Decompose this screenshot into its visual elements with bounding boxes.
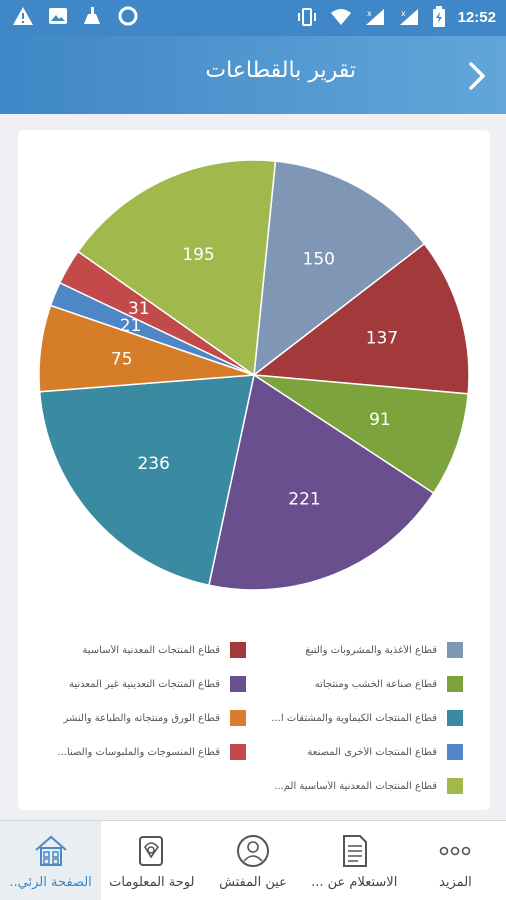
cleaner-icon — [84, 7, 100, 24]
legend-label: قطاع المنتجات المعدنية الأساسية — [82, 644, 220, 656]
nav-label-home: الصفحة الرئي.. — [9, 875, 92, 890]
legend-swatch — [447, 642, 463, 658]
legend-label: قطاع المنتجات التعدينية غير المعدنية — [69, 678, 220, 690]
legend-label: قطاع المنسوجات والملبوسات والصنا... — [57, 746, 220, 758]
legend-swatch — [447, 676, 463, 692]
nav-label-more: المزيد — [439, 875, 472, 890]
nav-label-inquiry: الاستعلام عن ... — [311, 875, 398, 890]
slice-value-label: 21 — [120, 316, 142, 336]
bottom-nav: الصفحة الرئي.. لوحة المعلومات عين المفتش… — [0, 820, 506, 900]
slice-value-label: 75 — [111, 349, 133, 369]
back-chevron-icon[interactable] — [462, 58, 492, 94]
legend-item: قطاع المنتجات التعدينية غير المعدنية — [69, 676, 246, 692]
warning-icon — [13, 7, 33, 25]
nav-item-home[interactable]: الصفحة الرئي.. — [0, 821, 102, 900]
dashboard-icon — [138, 836, 163, 866]
pie-slice[interactable] — [76, 159, 277, 377]
pie-slice[interactable] — [253, 374, 469, 495]
nav-label-inspector: عين المفتش — [219, 875, 287, 890]
signal-x-icon-2: x — [399, 9, 418, 25]
slice-value-label: 91 — [369, 410, 391, 430]
legend-label: قطاع المنتجات الكيماوية والمشتقات ا... — [271, 712, 437, 724]
slice-value-label: 195 — [182, 245, 214, 265]
pie-slice[interactable] — [38, 374, 255, 587]
pie-slice[interactable] — [253, 160, 426, 377]
legend-label: قطاع صناعة الخشب ومنتجاته — [314, 678, 437, 690]
signal-x-icon: x — [365, 9, 384, 25]
home-icon — [34, 835, 67, 866]
legend-swatch — [230, 710, 246, 726]
app-bar: تقرير بالقطاعات — [0, 36, 506, 114]
legend-item: قطاع المنتجات المعدنية الأساسية الم... — [274, 778, 463, 794]
legend-label: قطاع المنتجات الأخرى المصنعة — [307, 746, 437, 758]
image-icon — [49, 8, 67, 24]
inspector-icon — [237, 835, 269, 867]
legend-swatch — [447, 710, 463, 726]
battery-icon — [432, 6, 445, 27]
notification-icons — [12, 6, 138, 26]
chart-card: 150 137 91 221 236 75 21 31 195 قطاع الأغذية وال… — [18, 130, 490, 810]
legend-item: قطاع المنتجات الكيماوية والمشتقات ا... — [271, 710, 463, 726]
legend-swatch — [230, 642, 246, 658]
slice-value-label: 236 — [137, 454, 169, 474]
status-bar: x x 12:52 — [0, 0, 506, 36]
document-icon — [343, 835, 368, 867]
slice-value-label: 150 — [303, 249, 335, 269]
page-title: تقرير بالقطاعات — [205, 58, 356, 83]
vibrate-icon — [297, 8, 316, 26]
legend-item: قطاع المنتجات الأخرى المصنعة — [307, 744, 463, 760]
slice-value-label: 31 — [128, 299, 150, 319]
pie-slice[interactable] — [252, 242, 470, 395]
legend-swatch — [447, 744, 463, 760]
legend-label: قطاع الأغذية والمشروبات والتبغ — [305, 644, 437, 656]
more-dots-icon — [440, 846, 471, 856]
svg-text:x: x — [367, 9, 372, 18]
nav-item-inquiry[interactable]: الاستعلام عن ... — [304, 821, 405, 900]
nav-item-more[interactable]: المزيد — [405, 821, 506, 900]
clock: 12:52 — [457, 8, 496, 26]
legend-swatch — [230, 744, 246, 760]
nav-item-dashboard[interactable]: لوحة المعلومات — [101, 821, 202, 900]
legend-swatch — [230, 676, 246, 692]
circle-icon — [118, 6, 138, 26]
slice-value-label: 137 — [366, 329, 398, 349]
system-icons: x x 12:52 — [296, 6, 496, 28]
nav-item-inspector[interactable]: عين المفتش — [202, 821, 303, 900]
legend-item: قطاع الورق ومنتجاته والطباعة والنشر — [63, 710, 246, 726]
legend-label: قطاع المنتجات المعدنية الأساسية الم... — [274, 780, 437, 792]
nav-label-dashboard: لوحة المعلومات — [109, 875, 195, 890]
legend-swatch — [447, 778, 463, 794]
slice-value-label: 221 — [288, 489, 320, 509]
wifi-icon — [330, 9, 351, 25]
pie-slice[interactable] — [208, 373, 435, 591]
legend-label: قطاع الورق ومنتجاته والطباعة والنشر — [63, 712, 220, 724]
svg-text:x: x — [401, 9, 406, 18]
legend-item: قطاع الأغذية والمشروبات والتبغ — [305, 642, 463, 658]
legend-item: قطاع المنتجات المعدنية الأساسية — [82, 642, 246, 658]
legend-item: قطاع المنسوجات والملبوسات والصنا... — [57, 744, 246, 760]
legend-item: قطاع صناعة الخشب ومنتجاته — [315, 676, 463, 692]
